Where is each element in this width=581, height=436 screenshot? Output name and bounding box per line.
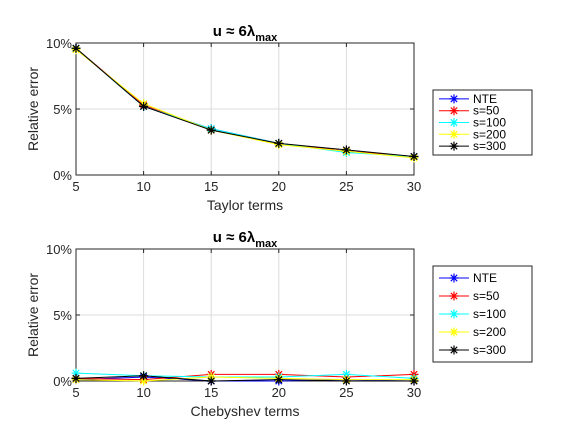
chart-title-subscript: max: [255, 32, 278, 44]
x-tick-label: 15: [204, 179, 218, 194]
series-s=300: [71, 371, 419, 386]
series-line: [75, 373, 415, 381]
y-axis-label: Relative error: [25, 67, 41, 151]
legend-marker: [449, 106, 459, 116]
chart-title-main: u ≈ 6λ: [213, 229, 256, 246]
legend-label: s=50: [473, 289, 500, 303]
legend-marker: [449, 345, 459, 355]
data-point: [139, 371, 149, 381]
legend-marker: [449, 118, 459, 127]
y-axis-label: Relative error: [25, 273, 41, 357]
chart-title: u ≈ 6λmax: [213, 23, 278, 44]
legend-marker: [449, 273, 459, 283]
y-tick-label: 10%: [46, 36, 72, 51]
series-line: [75, 49, 415, 159]
data-point: [139, 376, 149, 386]
data-point: [206, 376, 216, 386]
y-tick-label: 10%: [46, 242, 72, 257]
legend-label: s=100: [473, 116, 506, 130]
series-line: [75, 376, 414, 382]
y-tick-label: 5%: [53, 308, 72, 323]
data-point: [139, 101, 149, 111]
x-tick-label: 5: [72, 179, 79, 194]
legend-label: s=300: [473, 139, 506, 153]
y-tick-label: 5%: [53, 102, 72, 117]
legend-label: NTE: [473, 92, 497, 106]
x-tick-label: 15: [204, 385, 218, 400]
x-tick-label: 30: [407, 179, 421, 194]
data-point: [341, 369, 351, 379]
legend-label: s=300: [473, 343, 506, 357]
legend-marker: [449, 129, 459, 139]
x-tick-label: 20: [272, 385, 286, 400]
legend-label: s=200: [473, 325, 506, 339]
legend-marker: [449, 94, 459, 104]
x-tick-label: 25: [339, 385, 353, 400]
series-line: [75, 47, 415, 158]
legend-marker: [449, 327, 459, 337]
data-point: [409, 152, 419, 162]
x-tick-label: 25: [339, 179, 353, 194]
y-tick-label: 0%: [53, 168, 72, 183]
x-tick-label: 10: [136, 179, 150, 194]
data-point: [71, 373, 81, 383]
data-point: [71, 368, 81, 378]
chart-title-subscript: max: [255, 238, 278, 250]
y-tick-label: 0%: [53, 374, 72, 389]
x-tick-label: 20: [272, 179, 286, 194]
legend-marker: [449, 309, 459, 319]
x-axis-label: Taylor terms: [207, 197, 283, 213]
chart-1: 5 10 15 20 25 30 0% 5% 10% Taylor terms Relative e…: [25, 23, 533, 213]
data-point: [274, 138, 284, 148]
legend: NTE s=50 s=100 s=200 s=300: [432, 265, 533, 363]
legend-label: s=200: [473, 127, 506, 141]
x-tick-label: 5: [72, 385, 79, 400]
chart-title-main: u ≈ 6λ: [213, 23, 256, 40]
series-s=300: [71, 43, 419, 162]
legend-label: s=100: [473, 307, 506, 321]
x-tick-label: 30: [407, 385, 421, 400]
chart-title: u ≈ 6λmax: [213, 229, 278, 250]
legend-label: s=50: [473, 104, 500, 118]
chart-2: 5 10 15 20 25 30 0% 5% 10% Chebyshev terms Relativ…: [25, 229, 533, 419]
legend-marker: [449, 141, 459, 151]
data-point: [71, 43, 81, 53]
x-tick-label: 10: [136, 385, 150, 400]
series-line: [75, 375, 414, 382]
data-point: [274, 375, 284, 385]
legend-marker: [449, 291, 459, 301]
data-point: [409, 376, 419, 386]
legend-label: NTE: [473, 271, 497, 285]
data-point: [206, 125, 216, 135]
series-line: [75, 372, 415, 379]
x-axis-label: Chebyshev terms: [191, 403, 300, 419]
data-point: [341, 376, 351, 386]
data-point: [341, 145, 351, 155]
